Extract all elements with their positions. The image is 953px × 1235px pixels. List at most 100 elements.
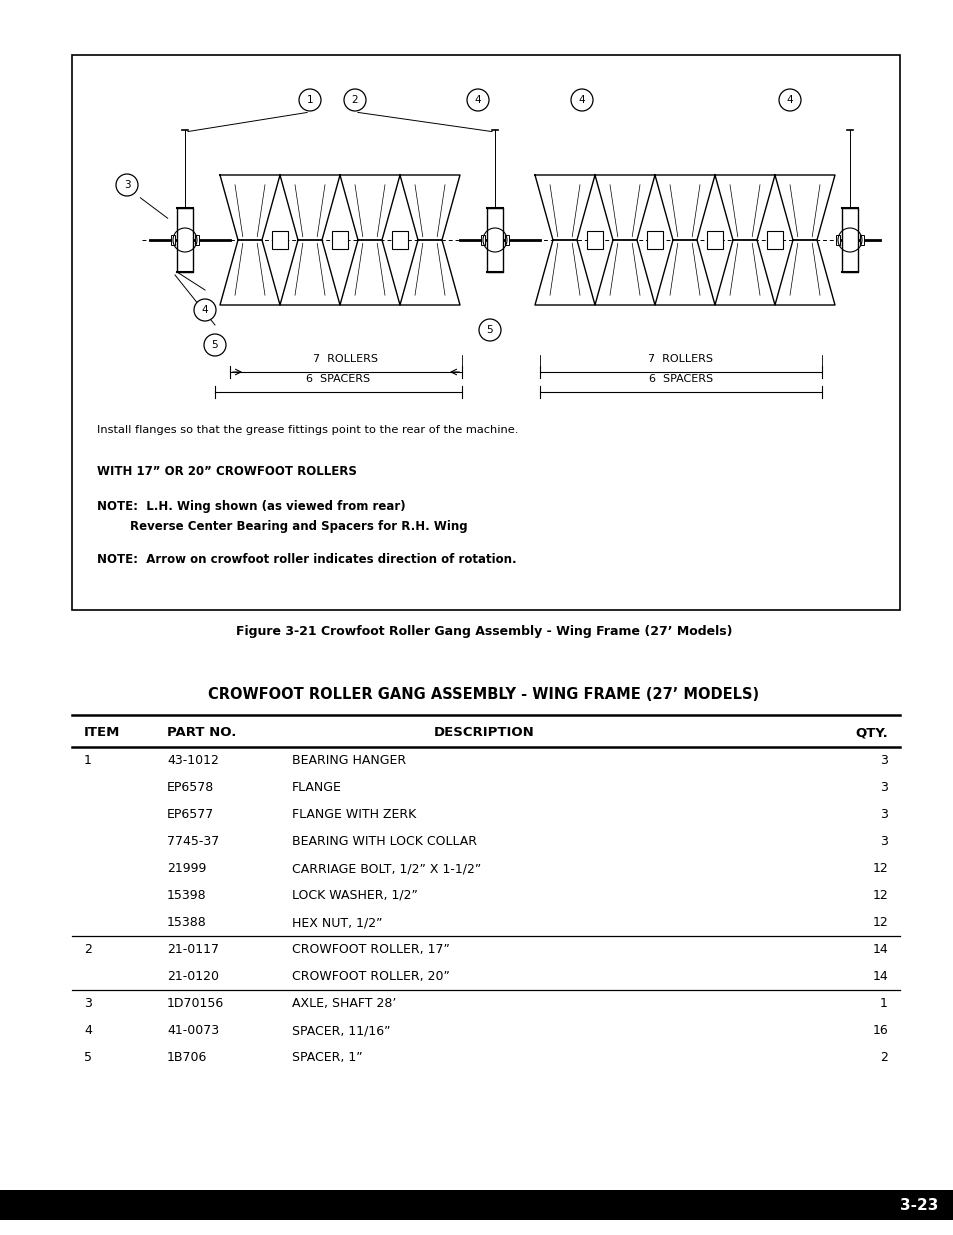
Text: QTY.: QTY. <box>854 726 887 740</box>
Text: 4: 4 <box>201 305 208 315</box>
Text: Reverse Center Bearing and Spacers for R.H. Wing: Reverse Center Bearing and Spacers for R… <box>97 520 467 534</box>
Text: BEARING HANGER: BEARING HANGER <box>292 755 406 767</box>
Polygon shape <box>714 175 774 240</box>
Circle shape <box>193 299 215 321</box>
Text: 1: 1 <box>84 755 91 767</box>
Bar <box>392 231 408 249</box>
Polygon shape <box>280 175 339 240</box>
Text: 3: 3 <box>880 781 887 794</box>
Circle shape <box>779 89 801 111</box>
Text: 21999: 21999 <box>167 862 206 876</box>
Polygon shape <box>399 240 459 305</box>
Text: NOTE:  L.H. Wing shown (as viewed from rear): NOTE: L.H. Wing shown (as viewed from re… <box>97 500 405 513</box>
Text: 15398: 15398 <box>167 889 207 902</box>
Text: 12: 12 <box>871 889 887 902</box>
Text: 6  SPACERS: 6 SPACERS <box>306 374 370 384</box>
Text: WITH 17” OR 20” CROWFOOT ROLLERS: WITH 17” OR 20” CROWFOOT ROLLERS <box>97 466 356 478</box>
Polygon shape <box>339 240 399 305</box>
Text: EP6577: EP6577 <box>167 808 214 821</box>
Text: FLANGE: FLANGE <box>292 781 341 794</box>
Text: BEARING WITH LOCK COLLAR: BEARING WITH LOCK COLLAR <box>292 835 476 848</box>
Polygon shape <box>595 240 655 305</box>
Text: 1: 1 <box>306 95 313 105</box>
Text: Install flanges so that the grease fittings point to the rear of the machine.: Install flanges so that the grease fitti… <box>97 425 517 435</box>
Text: 7  ROLLERS: 7 ROLLERS <box>314 354 378 364</box>
Bar <box>194 235 199 245</box>
Text: 7745-37: 7745-37 <box>167 835 219 848</box>
Text: 1D70156: 1D70156 <box>167 997 224 1010</box>
Circle shape <box>478 319 500 341</box>
Bar <box>835 235 840 245</box>
Polygon shape <box>339 175 399 240</box>
Polygon shape <box>220 175 280 240</box>
Text: 4: 4 <box>475 95 481 105</box>
Polygon shape <box>220 240 280 305</box>
Circle shape <box>298 89 320 111</box>
Polygon shape <box>655 240 714 305</box>
Text: 43-1012: 43-1012 <box>167 755 218 767</box>
Text: 12: 12 <box>871 916 887 929</box>
Text: Figure 3-21 Crowfoot Roller Gang Assembly - Wing Frame (27’ Models): Figure 3-21 Crowfoot Roller Gang Assembl… <box>235 625 732 638</box>
Bar <box>71 56 899 610</box>
Text: 12: 12 <box>871 862 887 876</box>
Text: CROWFOOT ROLLER, 20”: CROWFOOT ROLLER, 20” <box>292 969 450 983</box>
Polygon shape <box>595 175 655 240</box>
Text: 1B706: 1B706 <box>167 1051 207 1065</box>
Text: DESCRIPTION: DESCRIPTION <box>434 726 534 740</box>
Polygon shape <box>655 175 714 240</box>
Text: NOTE:  Arrow on crowfoot roller indicates direction of rotation.: NOTE: Arrow on crowfoot roller indicates… <box>97 553 517 566</box>
Polygon shape <box>774 175 834 240</box>
Text: ITEM: ITEM <box>84 726 120 740</box>
Bar <box>332 231 348 249</box>
Bar <box>272 231 288 249</box>
Bar <box>0 1191 953 1220</box>
Bar <box>171 235 174 245</box>
Text: 3: 3 <box>124 180 131 190</box>
Text: 2: 2 <box>352 95 358 105</box>
Text: 7  ROLLERS: 7 ROLLERS <box>648 354 713 364</box>
Circle shape <box>467 89 489 111</box>
Text: AXLE, SHAFT 28’: AXLE, SHAFT 28’ <box>292 997 395 1010</box>
Polygon shape <box>714 240 774 305</box>
Text: 4: 4 <box>578 95 585 105</box>
Text: SPACER, 1”: SPACER, 1” <box>292 1051 362 1065</box>
Bar <box>504 235 509 245</box>
Bar <box>486 207 502 272</box>
Circle shape <box>204 333 226 356</box>
Text: 3: 3 <box>880 835 887 848</box>
Text: PART NO.: PART NO. <box>167 726 236 740</box>
Text: 14: 14 <box>871 944 887 956</box>
Circle shape <box>344 89 366 111</box>
Polygon shape <box>399 175 459 240</box>
Polygon shape <box>535 240 595 305</box>
Text: 3: 3 <box>880 755 887 767</box>
Polygon shape <box>774 240 834 305</box>
Bar <box>766 231 782 249</box>
Polygon shape <box>280 240 339 305</box>
Bar <box>859 235 863 245</box>
Text: 5: 5 <box>486 325 493 335</box>
Text: 3: 3 <box>880 808 887 821</box>
Text: LOCK WASHER, 1/2”: LOCK WASHER, 1/2” <box>292 889 417 902</box>
Text: 21-0117: 21-0117 <box>167 944 219 956</box>
Text: 6  SPACERS: 6 SPACERS <box>648 374 712 384</box>
Circle shape <box>571 89 593 111</box>
Text: 16: 16 <box>871 1024 887 1037</box>
Text: HEX NUT, 1/2”: HEX NUT, 1/2” <box>292 916 382 929</box>
Circle shape <box>116 174 138 196</box>
Text: 4: 4 <box>84 1024 91 1037</box>
Text: 41-0073: 41-0073 <box>167 1024 219 1037</box>
Bar <box>586 231 602 249</box>
Text: 2: 2 <box>84 944 91 956</box>
Bar <box>646 231 662 249</box>
Text: 4: 4 <box>786 95 793 105</box>
Text: CROWFOOT ROLLER, 17”: CROWFOOT ROLLER, 17” <box>292 944 450 956</box>
Text: 3: 3 <box>84 997 91 1010</box>
Bar <box>706 231 722 249</box>
Text: 2: 2 <box>880 1051 887 1065</box>
Text: EP6578: EP6578 <box>167 781 214 794</box>
Bar <box>480 235 484 245</box>
Text: FLANGE WITH ZERK: FLANGE WITH ZERK <box>292 808 416 821</box>
Text: 1: 1 <box>880 997 887 1010</box>
Text: 14: 14 <box>871 969 887 983</box>
